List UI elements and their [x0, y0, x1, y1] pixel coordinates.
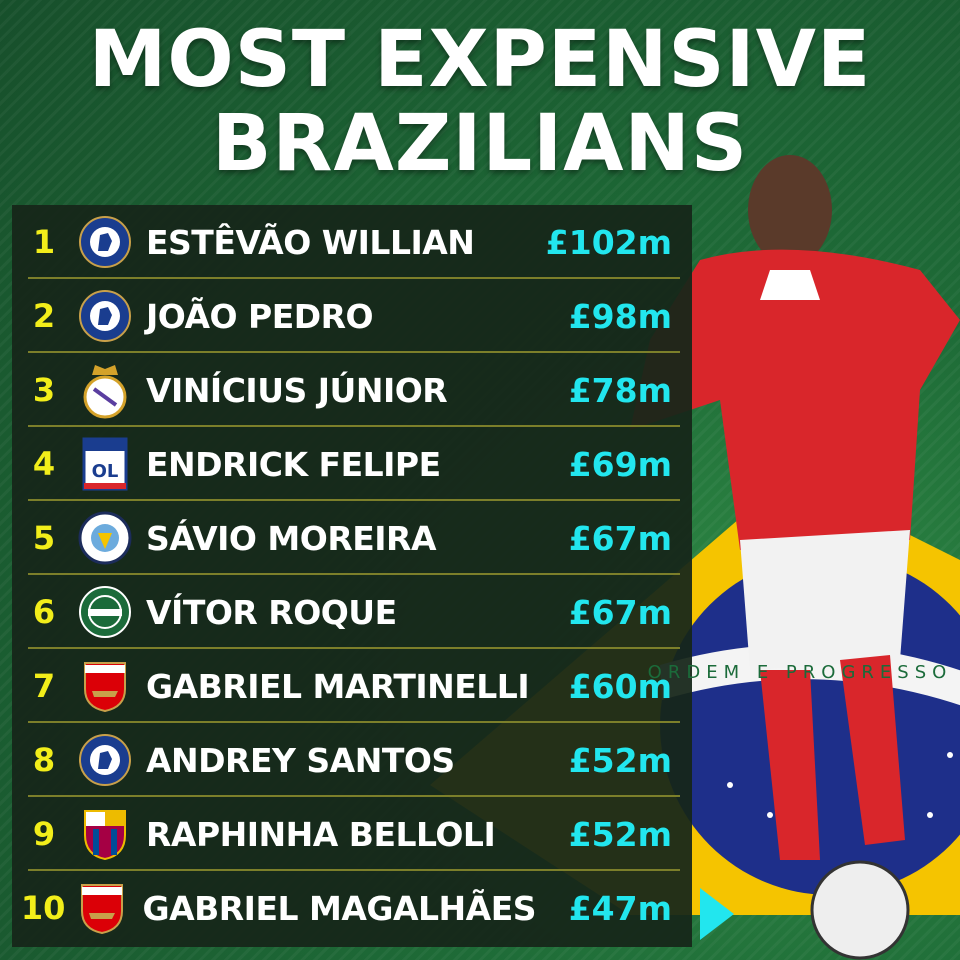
rank-number: 8: [32, 741, 56, 779]
transfer-fee: £52m: [568, 814, 672, 854]
rank-number: 7: [32, 667, 56, 705]
row-divider: [28, 869, 680, 871]
rank-number: 10: [20, 889, 66, 927]
player-name: ENDRICK FELIPE: [146, 444, 441, 484]
arsenal-crest-icon: [74, 879, 130, 937]
transfer-fee: £52m: [568, 740, 672, 780]
player-name: ANDREY SANTOS: [146, 740, 455, 780]
table-row: 1 ESTÊVÃO WILLIAN £102m: [12, 205, 692, 279]
table-row: 6 VÍTOR ROQUE £67m: [12, 575, 692, 649]
player-name: JOÃO PEDRO: [146, 296, 374, 336]
table-row: 3 VINÍCIUS JÚNIOR £78m: [12, 353, 692, 427]
rank-number: 4: [32, 445, 56, 483]
player-photo: [630, 155, 960, 960]
row-divider: [28, 499, 680, 501]
row-divider: [28, 425, 680, 427]
chelsea-crest-icon: [76, 731, 134, 789]
arrow-icon: [700, 888, 734, 940]
player-name: VÍTOR ROQUE: [146, 592, 397, 632]
ranking-table: 1 ESTÊVÃO WILLIAN £102m 2 JOÃO PEDRO £98m 3 VIN…: [12, 205, 692, 947]
real-madrid-crest-icon: [76, 361, 134, 419]
rank-number: 2: [32, 297, 56, 335]
table-row: 9 RAPHINHA BELLOLI £52m: [12, 797, 692, 871]
page-title: MOST EXPENSIVE BRAZILIANS: [0, 18, 960, 186]
rank-number: 9: [32, 815, 56, 853]
table-row: 7 GABRIEL MARTINELLI £60m: [12, 649, 692, 723]
table-row: 2 JOÃO PEDRO £98m: [12, 279, 692, 353]
transfer-fee: £102m: [545, 222, 672, 262]
rank-number: 3: [32, 371, 56, 409]
svg-text:OL: OL: [92, 461, 119, 482]
title-line-2: BRAZILIANS: [211, 99, 748, 189]
chelsea-crest-icon: [76, 287, 134, 345]
player-name: RAPHINHA BELLOLI: [146, 814, 496, 854]
player-name: ESTÊVÃO WILLIAN: [146, 222, 475, 262]
lyon-crest-icon: OL: [76, 435, 134, 493]
transfer-fee: £67m: [568, 518, 672, 558]
transfer-fee: £47m: [568, 888, 672, 928]
row-divider: [28, 795, 680, 797]
rank-number: 6: [32, 593, 56, 631]
row-divider: [28, 647, 680, 649]
transfer-fee: £60m: [568, 666, 672, 706]
table-row: 8 ANDREY SANTOS £52m: [12, 723, 692, 797]
palmeiras-crest-icon: [76, 583, 134, 641]
table-row: 5 SÁVIO MOREIRA £67m: [12, 501, 692, 575]
row-divider: [28, 573, 680, 575]
rank-number: 5: [32, 519, 56, 557]
transfer-fee: £78m: [568, 370, 672, 410]
player-name: GABRIEL MAGALHÃES: [142, 888, 537, 928]
title-line-1: MOST EXPENSIVE: [88, 15, 872, 105]
row-divider: [28, 721, 680, 723]
arsenal-crest-icon: [76, 657, 134, 715]
transfer-fee: £67m: [568, 592, 672, 632]
manchester-city-crest-icon: [76, 509, 134, 567]
row-divider: [28, 277, 680, 279]
transfer-fee: £69m: [568, 444, 672, 484]
chelsea-crest-icon: [76, 213, 134, 271]
player-name: SÁVIO MOREIRA: [146, 518, 437, 558]
player-name: GABRIEL MARTINELLI: [146, 666, 530, 706]
row-divider: [28, 351, 680, 353]
rank-number: 1: [32, 223, 56, 261]
barcelona-crest-icon: [76, 805, 134, 863]
table-row: 10 GABRIEL MAGALHÃES £47m: [12, 871, 692, 945]
transfer-fee: £98m: [568, 296, 672, 336]
player-name: VINÍCIUS JÚNIOR: [146, 370, 448, 410]
table-row: 4 OL ENDRICK FELIPE £69m: [12, 427, 692, 501]
